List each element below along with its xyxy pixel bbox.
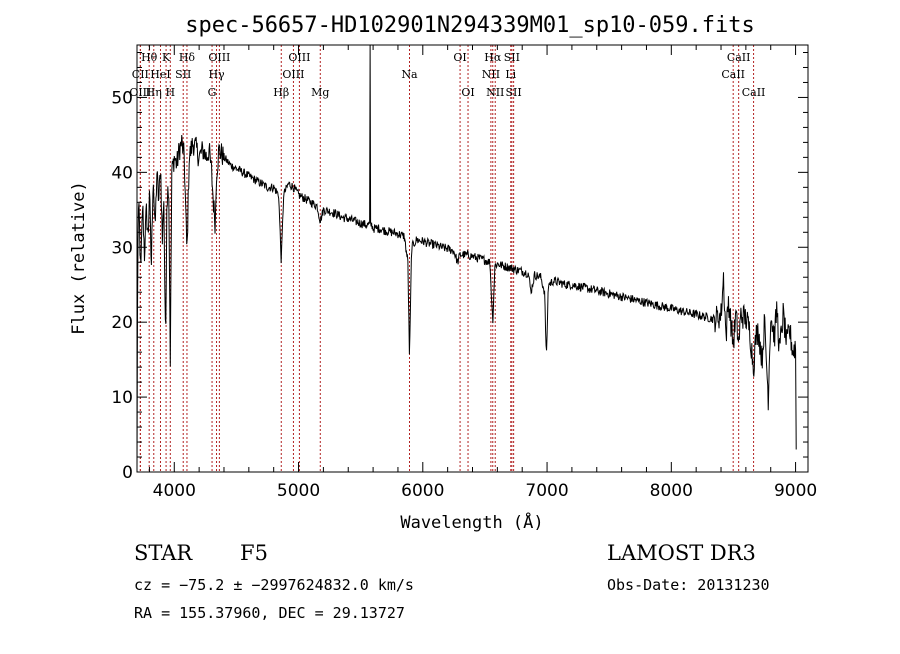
x-tick-label-6000: 6000	[401, 481, 444, 501]
spectral-label-caii-8498: CaII	[721, 68, 745, 81]
coordinates-info: RA = 155.37960, DEC = 29.13727	[134, 604, 405, 622]
object-subclass: F5	[240, 541, 268, 565]
spectral-label-caii-8542: CaII	[727, 51, 751, 64]
spectral-label-sii-4072: SII	[175, 68, 191, 81]
spectrum-layer	[136, 44, 797, 469]
axis-ticks-layer: 4000 5000 6000 7000 8000 9000 0 10 20 30 40 50	[111, 45, 817, 501]
spectral-lines-layer	[139, 45, 755, 472]
y-tick-label-50: 50	[111, 88, 133, 108]
spectral-label-h-4861: Hβ	[273, 86, 289, 99]
y-axis-label: Flux (relative)	[69, 181, 89, 335]
spectral-label-g-4304: G	[208, 86, 217, 99]
y-tick-label-40: 40	[111, 163, 133, 183]
x-tick-label-5000: 5000	[277, 481, 320, 501]
x-tick-label-8000: 8000	[650, 481, 693, 501]
x-tick-label-7000: 7000	[525, 481, 568, 501]
spectral-label-nii-6583: NII	[486, 86, 504, 99]
y-tick-label-10: 10	[111, 388, 133, 408]
y-tick-label-30: 30	[111, 238, 133, 258]
spectral-label-caii-8662: CaII	[742, 86, 766, 99]
spectral-label-oiii-5007: OIII	[288, 51, 310, 64]
x-axis-label: Wavelength (Å)	[400, 511, 543, 533]
spectral-label-oiii-3727: OIII	[129, 86, 151, 99]
object-class: STAR	[134, 541, 193, 565]
spectral-label-oiii-4959: OIII	[282, 68, 304, 81]
spectral-label-k-3934: K	[162, 51, 171, 64]
x-tick-label-4000: 4000	[153, 481, 196, 501]
spectral-label-sii-6717: SII	[504, 51, 520, 64]
redshift-info: cz = −75.2 ± −2997624832.0 km/s	[134, 576, 414, 594]
x-tick-label-9000: 9000	[774, 481, 817, 501]
spectral-label-h-6563: Hα	[484, 51, 502, 64]
spectral-label-h-3968: H	[166, 86, 176, 99]
spectral-label-na-5893: Na	[401, 68, 418, 81]
chart-title: spec-56657-HD102901N294339M01_sp10-059.f…	[185, 13, 755, 38]
spectral-label-cii-3727: CII	[132, 68, 149, 81]
spectral-label-nii-6548: NII	[482, 68, 500, 81]
spectral-label-oi-6300: OI	[453, 51, 466, 64]
spectral-label-h-4102: Hδ	[179, 51, 196, 64]
spectral-label-oiii-4363: OIII	[208, 51, 230, 64]
y-tick-label-20: 20	[111, 313, 133, 333]
spectral-label-oi-6364: OI	[461, 86, 474, 99]
y-tick-label-0: 0	[122, 463, 133, 483]
spectrum-series-flux	[136, 44, 797, 469]
survey-name: LAMOST DR3	[607, 541, 756, 565]
spectral-label-hei-3889: HeI	[150, 68, 170, 81]
observation-date: Obs-Date: 20131230	[607, 576, 770, 594]
spectral-label-h-3835: Hη	[146, 86, 162, 99]
spectral-label-mg-5175: Mg	[311, 86, 329, 99]
plot-frame	[136, 44, 809, 473]
spectral-label-li-6708: Li	[505, 68, 516, 81]
spectral-label-h-4340: Hγ	[208, 68, 225, 81]
spectral-label-h-3798: Hθ	[141, 51, 158, 64]
spectral-label-sii-6731: SII	[506, 86, 522, 99]
